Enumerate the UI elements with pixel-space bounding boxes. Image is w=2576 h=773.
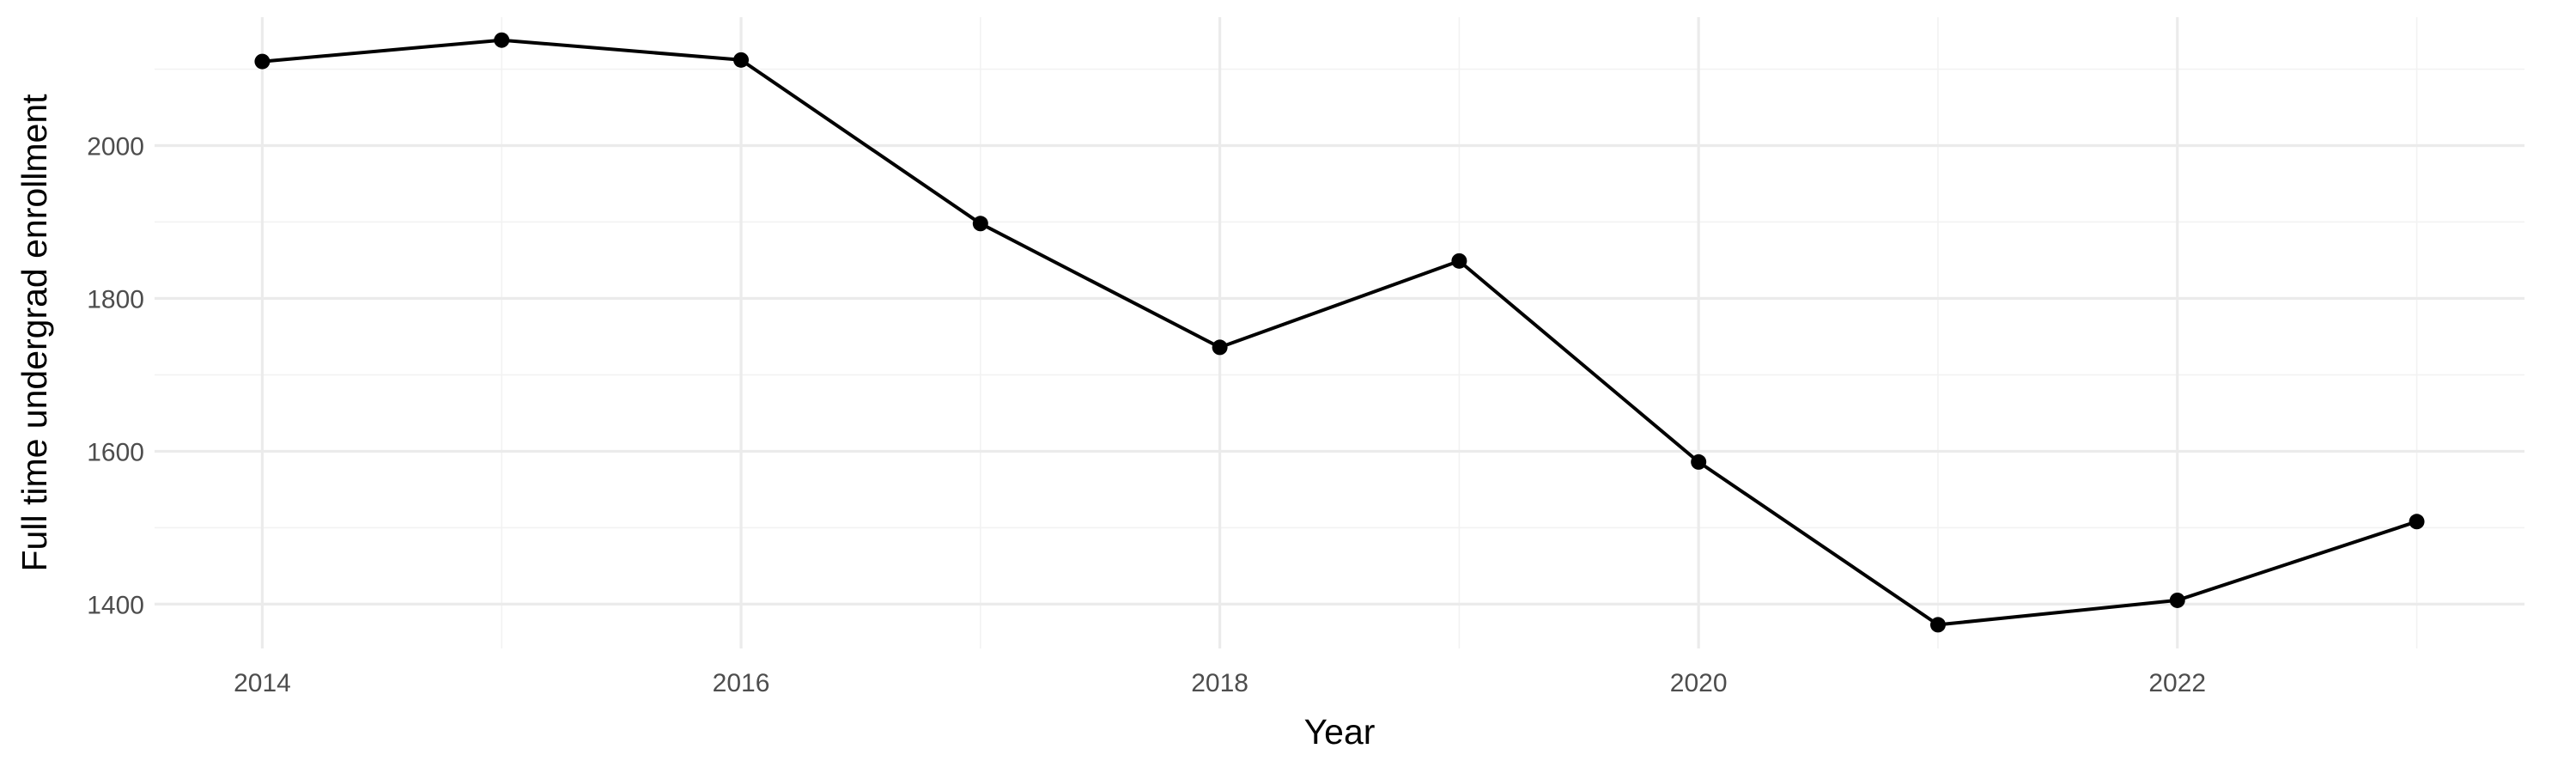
y-axis-tick-labels: 1400 1600 1800 2000 (87, 132, 144, 619)
data-point (494, 32, 510, 48)
y-tick-label: 1600 (87, 438, 144, 466)
y-tick-label: 2000 (87, 132, 144, 161)
data-point (1212, 339, 1228, 356)
y-axis-title: Full time undergrad enrollment (15, 94, 54, 572)
data-point (972, 216, 988, 232)
x-tick-label: 2018 (1191, 669, 1249, 697)
data-point (2169, 592, 2185, 608)
data-point (1929, 617, 1946, 633)
x-axis-tick-labels: 2014 2016 2018 2020 2022 (234, 669, 2206, 697)
y-tick-label: 1400 (87, 591, 144, 619)
y-tick-label: 1800 (87, 285, 144, 313)
data-point (733, 52, 750, 68)
data-point (1691, 453, 1707, 470)
series-line (260, 38, 2419, 627)
x-tick-label: 2014 (234, 669, 291, 697)
data-point (1451, 253, 1467, 269)
data-point (254, 53, 270, 70)
data-point (2409, 514, 2425, 530)
x-tick-label: 2016 (713, 669, 770, 697)
x-tick-label: 2022 (2148, 669, 2206, 697)
minor-gridlines (155, 17, 2524, 648)
x-tick-label: 2020 (1670, 669, 1728, 697)
series-layer (254, 32, 2425, 633)
x-axis-title: Year (1304, 712, 1376, 752)
